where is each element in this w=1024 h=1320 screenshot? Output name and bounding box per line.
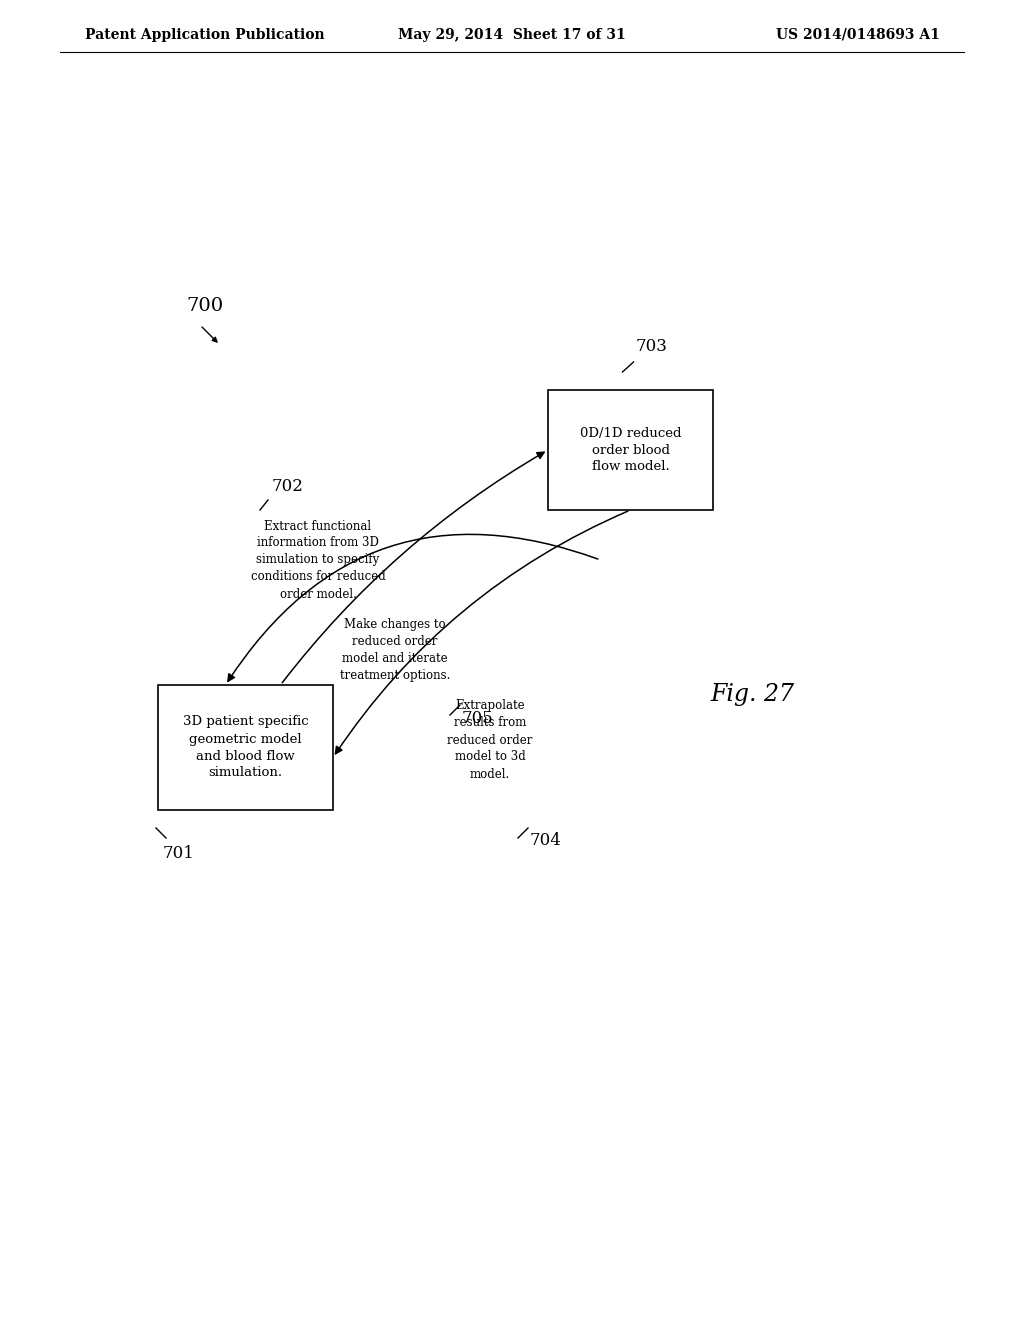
Text: 702: 702 (272, 478, 304, 495)
Text: 704: 704 (530, 832, 562, 849)
Bar (548, 389, 713, 510)
Text: US 2014/0148693 A1: US 2014/0148693 A1 (776, 28, 940, 42)
Text: 701: 701 (163, 845, 195, 862)
Text: 700: 700 (186, 297, 223, 315)
Text: 3D patient specific
geometric model
and blood flow
simulation.: 3D patient specific geometric model and … (182, 715, 308, 780)
Text: Extrapolate
results from
reduced order
model to 3d
model.: Extrapolate results from reduced order m… (447, 700, 532, 780)
Text: 705: 705 (462, 710, 494, 727)
Text: Fig. 27: Fig. 27 (710, 684, 794, 706)
Text: 0D/1D reduced
order blood
flow model.: 0D/1D reduced order blood flow model. (580, 426, 681, 474)
Text: Extract functional
information from 3D
simulation to specify
conditions for redu: Extract functional information from 3D s… (251, 520, 385, 601)
Text: 703: 703 (636, 338, 668, 355)
Text: Make changes to
reduced order
model and iterate
treatment options.: Make changes to reduced order model and … (340, 618, 451, 682)
Text: May 29, 2014  Sheet 17 of 31: May 29, 2014 Sheet 17 of 31 (398, 28, 626, 42)
Bar (158, 685, 333, 810)
Text: Patent Application Publication: Patent Application Publication (85, 28, 325, 42)
